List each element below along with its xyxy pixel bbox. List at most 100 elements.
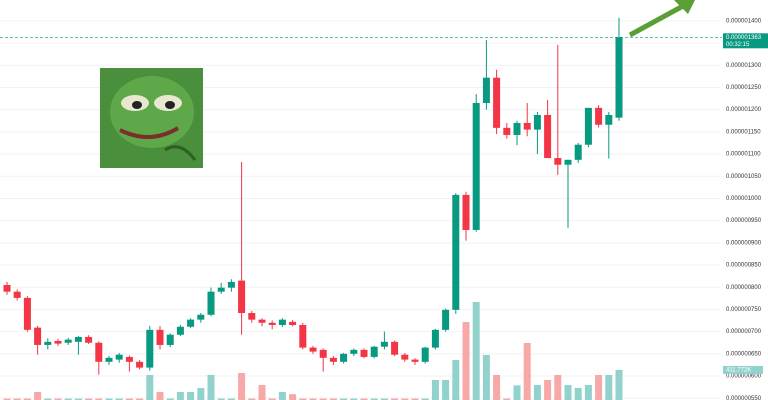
candle-body <box>523 122 531 130</box>
volume-bar <box>289 394 297 400</box>
y-tick-label: 0.000001300 <box>726 63 762 69</box>
candle-body <box>472 102 480 230</box>
candle-body <box>493 77 501 128</box>
volume-bars <box>3 302 623 400</box>
y-tick-label: 0.000000900 <box>726 240 762 246</box>
volume-bar <box>299 398 307 400</box>
candle-body <box>54 340 62 344</box>
volume-bar <box>319 398 327 400</box>
volume-bar <box>258 384 266 400</box>
candle-body <box>74 336 82 342</box>
y-tick-label: 0.000001050 <box>726 174 762 180</box>
y-tick-label: 0.000000700 <box>726 329 762 335</box>
candle-body <box>217 287 225 292</box>
last-price-box <box>723 33 768 49</box>
candle-body <box>278 319 286 325</box>
volume-bar <box>23 398 31 400</box>
y-tick-label: 0.000000950 <box>726 218 762 224</box>
candle-body <box>411 359 419 362</box>
volume-bar <box>13 398 21 400</box>
volume-bar <box>411 398 419 400</box>
volume-bar <box>136 398 144 400</box>
candle-body <box>605 114 613 125</box>
candle-body <box>238 280 246 313</box>
candle-body <box>574 144 582 160</box>
volume-bar <box>533 384 541 400</box>
y-tick-label: 0.000000800 <box>726 285 762 291</box>
y-tick-label: 0.000000750 <box>726 307 762 313</box>
volume-bar <box>350 398 358 400</box>
volume-bar <box>74 398 82 400</box>
volume-bar <box>391 398 399 400</box>
candle-body <box>207 291 215 315</box>
candle-body <box>166 334 174 345</box>
volume-bar <box>125 398 133 400</box>
candle-body <box>34 327 42 345</box>
candle-body <box>482 77 490 103</box>
volume-bar <box>227 398 235 400</box>
candle-body <box>248 312 256 320</box>
candle-body <box>329 357 337 362</box>
volume-bar <box>115 398 123 400</box>
candle-body <box>187 319 195 327</box>
candle-body <box>115 354 123 360</box>
candle-body <box>125 356 133 362</box>
volume-bar <box>156 391 164 400</box>
y-tick-label: 0.000001100 <box>726 152 761 158</box>
volume-bar <box>584 384 592 400</box>
candle-body <box>584 107 592 145</box>
volume-bar <box>523 343 531 400</box>
candle-body <box>350 349 358 354</box>
candle-body <box>289 321 297 325</box>
volume-bar <box>421 398 429 400</box>
candle-body <box>391 341 399 355</box>
volume-bar <box>217 398 225 400</box>
last-price-label: 0.000001363 <box>726 35 762 41</box>
candle-body <box>85 336 93 343</box>
candle-body <box>533 114 541 130</box>
candle-body <box>380 341 388 347</box>
volume-bar <box>615 369 623 400</box>
candle-body <box>503 127 511 135</box>
volume-bar <box>513 385 521 400</box>
volume-bar <box>380 398 388 400</box>
candle-body <box>64 339 72 343</box>
volume-bar <box>401 398 409 400</box>
volume-bar <box>544 380 552 400</box>
volume-bar <box>278 391 286 400</box>
grid <box>0 20 720 399</box>
candle-body <box>3 285 11 292</box>
volume-bar <box>503 398 511 400</box>
candle-body <box>462 194 470 230</box>
candle-body <box>544 114 552 159</box>
candle-body <box>156 329 164 345</box>
volume-bar <box>472 302 480 400</box>
volume-bar <box>3 398 11 400</box>
y-tick-label: 0.000000650 <box>726 351 762 357</box>
volume-bar <box>54 398 62 400</box>
volume-bar <box>442 380 450 400</box>
volume-bar <box>176 391 184 400</box>
volume-bar <box>595 374 603 400</box>
volume-label: 411.772K <box>726 368 751 374</box>
candle-body <box>227 281 235 288</box>
y-tick-label: 0.000001000 <box>726 196 762 202</box>
volume-bar <box>187 391 195 400</box>
volume-bar <box>370 398 378 400</box>
candle-body <box>554 158 562 165</box>
volume-bar <box>482 354 490 400</box>
y-tick-label: 0.000000600 <box>726 374 762 380</box>
candle-body <box>13 291 21 298</box>
candle-body <box>105 357 113 362</box>
candle-body <box>360 349 368 357</box>
volume-bar <box>268 398 276 400</box>
y-tick-label: 0.000001200 <box>726 107 762 113</box>
candle-body <box>340 353 348 362</box>
candle-body <box>146 329 154 368</box>
candles <box>3 17 623 375</box>
y-tick-label: 0.000001400 <box>726 18 762 24</box>
candle-body <box>595 107 603 125</box>
volume-bar <box>34 391 42 400</box>
volume-bar <box>166 398 174 400</box>
